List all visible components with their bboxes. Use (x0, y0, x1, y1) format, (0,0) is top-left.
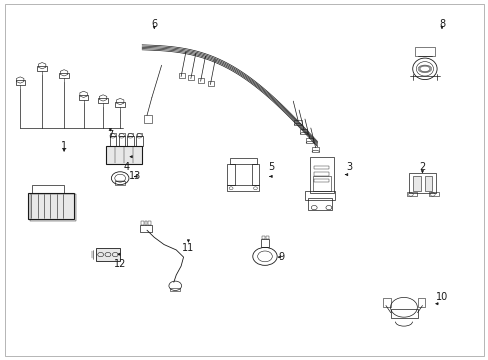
Bar (207, 81, 213, 86)
Bar (229, 158, 256, 164)
Bar (115, 181, 125, 185)
Bar (148, 221, 151, 225)
Bar (30, 194, 76, 221)
Text: 1: 1 (61, 141, 67, 151)
Text: 11: 11 (182, 243, 194, 253)
Bar (96, 248, 120, 261)
Text: 6: 6 (151, 19, 157, 29)
Text: 12: 12 (114, 259, 126, 269)
Bar (110, 136, 116, 146)
Bar (188, 75, 194, 80)
Bar (136, 136, 142, 146)
Text: 4: 4 (123, 162, 129, 172)
Bar (262, 236, 264, 239)
Bar (305, 191, 334, 200)
Bar (110, 134, 116, 136)
Bar (251, 164, 259, 185)
Bar (414, 47, 434, 56)
Bar (127, 136, 134, 146)
Bar (115, 102, 124, 107)
Text: 9: 9 (278, 252, 284, 262)
Bar (307, 198, 331, 211)
Bar (137, 134, 142, 136)
Bar (261, 239, 268, 247)
Bar (98, 98, 107, 103)
Bar (227, 185, 259, 191)
Text: 2: 2 (419, 162, 425, 172)
Bar (27, 193, 74, 220)
Bar (198, 78, 203, 83)
Text: 8: 8 (438, 19, 444, 29)
Text: 3: 3 (346, 162, 352, 172)
Bar (417, 298, 424, 307)
Bar (314, 172, 328, 176)
Bar (79, 95, 88, 100)
Bar (170, 288, 180, 291)
Bar (119, 134, 124, 136)
Text: 10: 10 (435, 292, 447, 302)
Bar (412, 176, 420, 191)
Bar (227, 164, 234, 185)
Bar (178, 73, 184, 78)
Bar (311, 147, 319, 152)
Bar (144, 221, 147, 225)
Text: 5: 5 (267, 162, 274, 172)
Bar (128, 134, 133, 136)
Bar (141, 221, 144, 225)
Text: 7: 7 (107, 130, 113, 140)
Bar (310, 157, 333, 193)
Bar (294, 120, 301, 125)
Bar (32, 185, 64, 193)
Text: 13: 13 (128, 171, 141, 181)
Bar (428, 192, 438, 196)
Bar (143, 116, 152, 123)
Bar (312, 176, 330, 191)
Bar (408, 173, 435, 193)
Bar (265, 236, 268, 239)
Bar (314, 179, 328, 182)
Bar (314, 166, 328, 169)
Bar (424, 176, 431, 191)
Bar (305, 138, 313, 143)
Bar (105, 146, 142, 164)
Bar (383, 298, 390, 307)
Bar (119, 136, 125, 146)
Bar (406, 192, 416, 196)
Bar (16, 80, 25, 85)
Bar (59, 73, 69, 78)
Bar (300, 129, 307, 134)
Bar (38, 66, 47, 71)
Bar (140, 225, 152, 232)
Bar (390, 309, 417, 318)
